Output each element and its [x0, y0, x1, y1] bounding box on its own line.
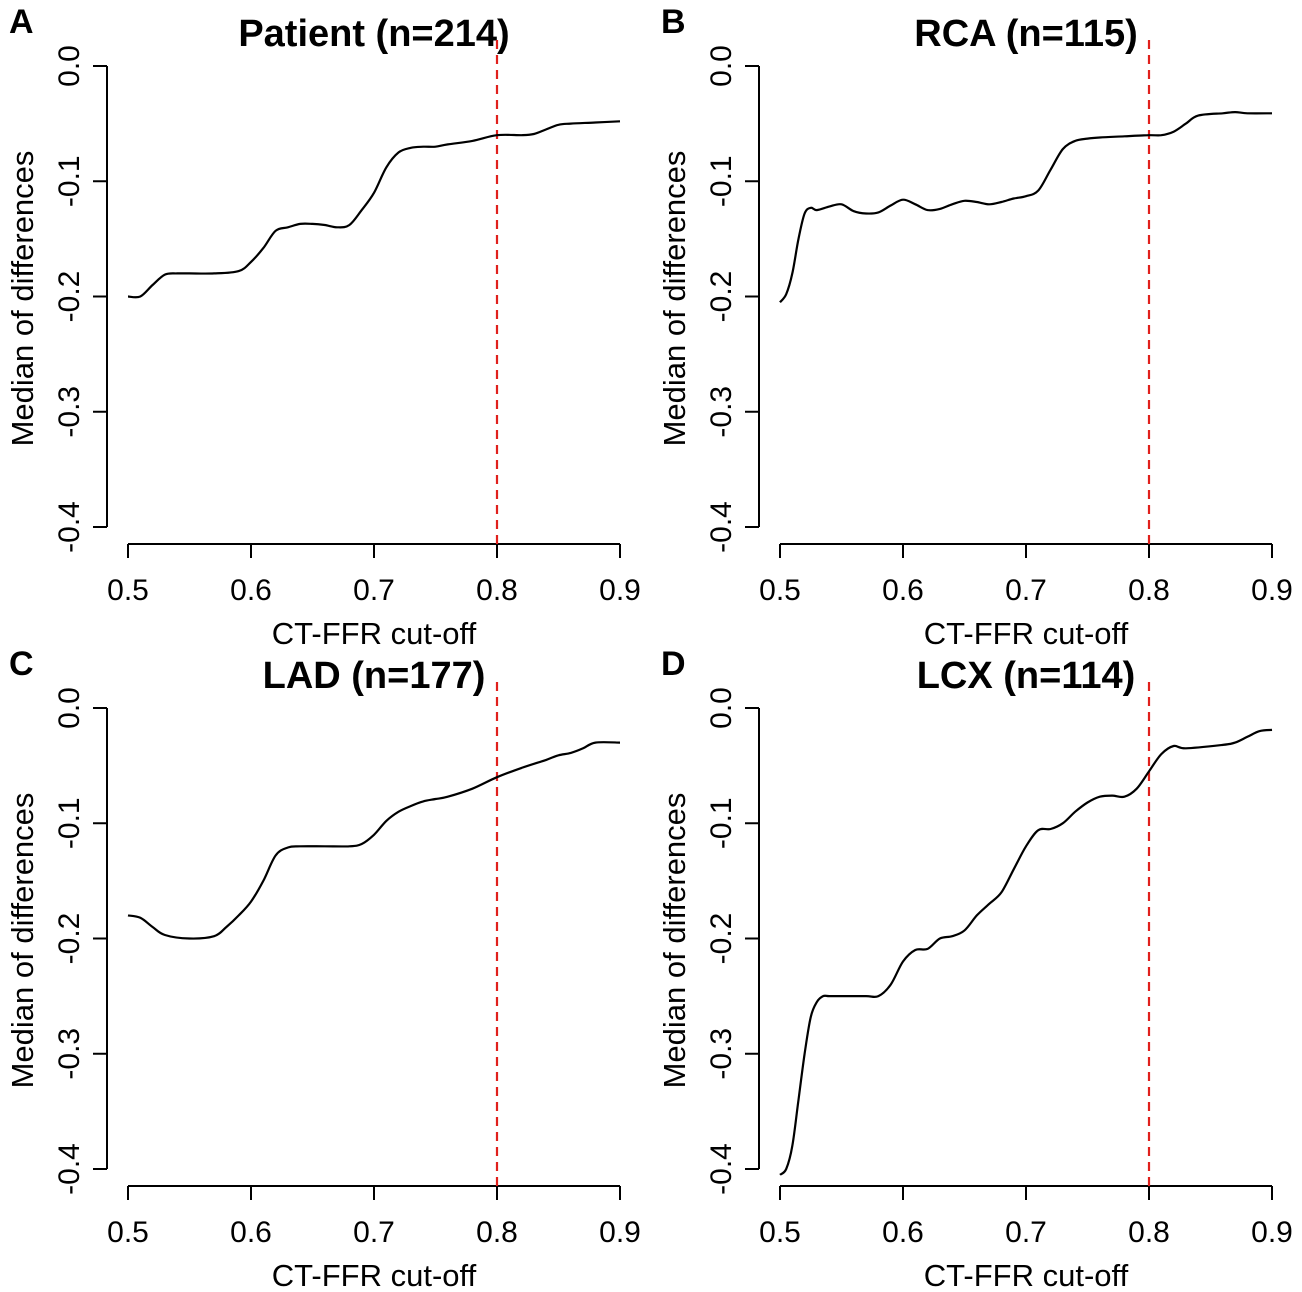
y-tick-label: -0.3: [705, 386, 738, 438]
x-tick-label: 0.7: [353, 1216, 395, 1249]
y-tick-label: -0.4: [53, 1143, 86, 1195]
y-tick-label: 0.0: [705, 45, 738, 87]
y-tick-label: 0.0: [705, 687, 738, 729]
series-line-1: [779, 728, 1273, 1176]
x-tick-label: 0.5: [107, 1216, 149, 1249]
y-axis-label: Median of differences: [657, 793, 692, 1089]
y-tick-label: -0.3: [53, 386, 86, 438]
x-tick-label: 0.9: [599, 1216, 641, 1249]
series-line-1: [127, 741, 621, 940]
panel-letter: C: [9, 645, 34, 683]
y-tick-label: -0.2: [705, 913, 738, 965]
panel-title: LCX (n=114): [917, 655, 1136, 697]
x-tick-label: 0.7: [1005, 574, 1047, 607]
panel-d: D LCX (n=114) 0.0 -0.1 -0.2 -0.3 -0.4 0.5 0.6 0.7…: [657, 645, 1293, 1292]
series-line-1: [779, 111, 1273, 304]
y-tick-label: -0.4: [705, 1143, 738, 1195]
x-tick-label: 0.6: [230, 574, 272, 607]
y-tick-label: -0.1: [53, 797, 86, 849]
panel-title: LAD (n=177): [263, 655, 486, 697]
x-tick-label: 0.9: [1251, 574, 1293, 607]
x-tick-label: 0.6: [882, 1216, 924, 1249]
y-tick-label: -0.1: [705, 155, 738, 207]
x-tick-label: 0.5: [759, 574, 801, 607]
panel-c: C LAD (n=177) 0.0 -0.1 -0.2 -0.3 -0.4 0.5 0.6 0.7…: [5, 645, 641, 1292]
x-tick-label: 0.6: [882, 574, 924, 607]
panel-letter: A: [9, 3, 34, 41]
x-tick-label: 0.5: [759, 1216, 801, 1249]
panels: A Patient (n=214) 0.0 -0.1 -0.2 -0.3 -0.4 0.5 0.…: [5, 3, 1293, 1292]
panel-title: RCA (n=115): [914, 13, 1138, 55]
panel-letter: D: [661, 645, 686, 683]
x-tick-label: 0.5: [107, 574, 149, 607]
y-tick-label: -0.2: [53, 271, 86, 323]
y-tick-label: -0.2: [705, 271, 738, 323]
panel-letter: B: [661, 3, 686, 41]
x-tick-label: 0.7: [353, 574, 395, 607]
y-tick-label: 0.0: [53, 687, 86, 729]
y-tick-label: -0.2: [53, 913, 86, 965]
y-tick-label: -0.3: [705, 1028, 738, 1080]
x-axis-label: CT-FFR cut-off: [924, 616, 1129, 651]
panel-title: Patient (n=214): [238, 13, 509, 55]
x-tick-label: 0.8: [476, 574, 518, 607]
x-tick-label: 0.8: [476, 1216, 518, 1249]
y-tick-label: -0.1: [705, 797, 738, 849]
y-tick-label: -0.1: [53, 155, 86, 207]
x-axis-label: CT-FFR cut-off: [924, 1258, 1129, 1292]
y-tick-label: -0.4: [705, 501, 738, 553]
panel-a: A Patient (n=214) 0.0 -0.1 -0.2 -0.3 -0.4 0.5 0.…: [5, 3, 641, 651]
y-axis-label: Median of differences: [5, 151, 40, 447]
x-tick-label: 0.8: [1128, 574, 1170, 607]
series-line-1: [127, 120, 621, 299]
y-tick-label: 0.0: [53, 45, 86, 87]
x-tick-label: 0.9: [599, 574, 641, 607]
x-tick-label: 0.8: [1128, 1216, 1170, 1249]
panel-b: B RCA (n=115) 0.0 -0.1 -0.2 -0.3 -0.4 0.5 0.6 0.7…: [657, 3, 1293, 651]
y-tick-label: -0.3: [53, 1028, 86, 1080]
x-axis-label: CT-FFR cut-off: [272, 616, 477, 651]
x-axis-label: CT-FFR cut-off: [272, 1258, 477, 1292]
y-axis-label: Median of differences: [5, 793, 40, 1089]
y-axis-label: Median of differences: [657, 151, 692, 447]
x-tick-label: 0.6: [230, 1216, 272, 1249]
y-tick-label: -0.4: [53, 501, 86, 553]
x-tick-label: 0.7: [1005, 1216, 1047, 1249]
x-tick-label: 0.9: [1251, 1216, 1293, 1249]
